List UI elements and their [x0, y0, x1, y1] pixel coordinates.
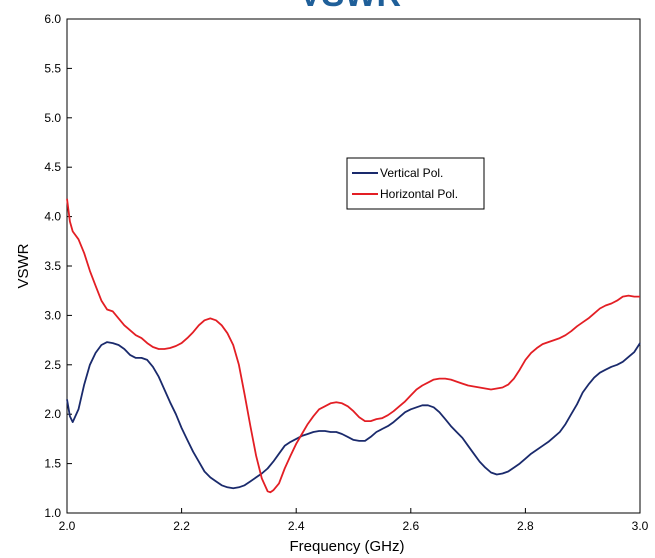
- y-axis-title: VSWR: [15, 243, 32, 288]
- x-axis-title: Frequency (GHz): [289, 538, 404, 555]
- y-axis: 1.0 1.5 2.0 2.5 3.0 3.5 4.0 4.5 5.0 5.5 6.0: [44, 12, 72, 520]
- x-tick-label: 2.8: [517, 519, 534, 533]
- series-layer: [66, 198, 641, 494]
- legend-label: Vertical Pol.: [380, 166, 443, 180]
- x-tick-label: 2.2: [173, 519, 190, 533]
- y-tick-label: 3.0: [44, 308, 61, 322]
- y-tick-label: 4.0: [44, 210, 61, 224]
- legend-box: [346, 157, 485, 210]
- x-tick-label: 2.6: [402, 519, 419, 533]
- y-tick-label: 6.0: [44, 12, 61, 26]
- y-tick-label: 3.5: [44, 259, 61, 273]
- y-tick-label: 5.0: [44, 111, 61, 125]
- y-tick-label: 1.5: [44, 457, 61, 471]
- legend: Vertical Pol. Horizontal Pol.: [346, 157, 485, 210]
- x-axis: 2.0 2.2 2.4 2.6 2.8 3.0: [59, 508, 649, 533]
- y-tick-label: 4.5: [44, 160, 61, 174]
- series-line-horizontal-pol: [66, 198, 640, 494]
- y-tick-label: 2.0: [44, 407, 61, 421]
- x-tick-label: 2.4: [288, 519, 305, 533]
- y-tick-label: 5.5: [44, 61, 61, 75]
- chart-title: VSWR: [299, 0, 401, 14]
- series-line-vertical-pol: [66, 341, 641, 490]
- x-tick-label: 3.0: [632, 519, 649, 533]
- y-tick-label: 1.0: [44, 506, 61, 520]
- x-tick-label: 2.0: [59, 519, 76, 533]
- y-tick-label: 2.5: [44, 358, 61, 372]
- legend-label: Horizontal Pol.: [380, 187, 458, 201]
